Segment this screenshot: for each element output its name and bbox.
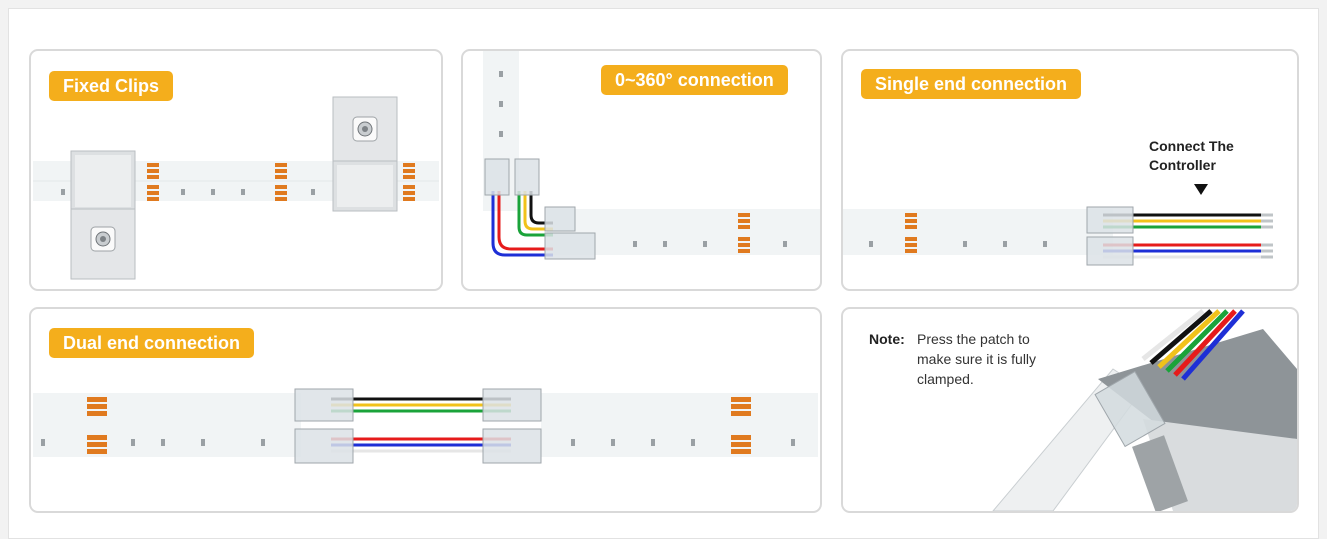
led-chips — [41, 439, 795, 446]
led-chips — [869, 241, 1047, 247]
label-fixed-clips: Fixed Clips — [49, 71, 174, 101]
cable-wires — [1141, 309, 1245, 381]
led-strip — [843, 209, 1113, 255]
solder-pads — [738, 213, 750, 253]
rotation-connection-illustration — [483, 51, 820, 260]
down-arrow-icon — [1194, 184, 1208, 195]
panel-dual-end: Dual end connection — [29, 307, 822, 513]
solder-pads — [905, 213, 917, 253]
corner-connectors — [484, 158, 596, 260]
led-strip-right — [541, 393, 818, 457]
clamp-press-illustration — [992, 309, 1297, 511]
controller-callout-line2: Controller — [1149, 157, 1216, 173]
panel-note: Note: Press the patch to make sure it is… — [841, 307, 1299, 513]
controller-callout-line1: Connect The — [1149, 138, 1234, 154]
dual-end-illustration — [33, 388, 818, 464]
panel-fixed-clips: Fixed Clips — [29, 49, 443, 291]
dual-connectors — [294, 388, 542, 464]
mounting-clip-left — [70, 150, 136, 280]
figure-sheet: Fixed Clips — [8, 8, 1319, 539]
led-chips — [499, 71, 787, 247]
led-strip-left — [33, 393, 301, 457]
note-body: Press the patch to make sure it is fully… — [917, 331, 1037, 387]
jumper-wires — [491, 191, 553, 257]
press-tool — [1132, 435, 1188, 511]
solder-pads — [147, 163, 415, 201]
panel-rotation-connection: 0~360° connection — [461, 49, 822, 291]
solder-pads — [87, 397, 751, 454]
jumper-wires — [331, 397, 511, 453]
label-rotation-connection: 0~360° connection — [601, 65, 788, 95]
panel-single-end: Single end connection Connect The Contro… — [841, 49, 1299, 291]
label-dual-end: Dual end connection — [49, 328, 255, 358]
clamp-connector — [1094, 370, 1166, 448]
mounting-clip-right — [332, 96, 398, 212]
note-prefix: Note: — [869, 331, 905, 347]
controller-callout: Connect The Controller — [1149, 137, 1269, 175]
end-connector — [1086, 206, 1134, 266]
fixed-clips-illustration — [33, 96, 439, 280]
label-single-end: Single end connection — [861, 69, 1082, 99]
wire-tips — [1261, 213, 1273, 259]
single-end-illustration — [843, 206, 1273, 266]
